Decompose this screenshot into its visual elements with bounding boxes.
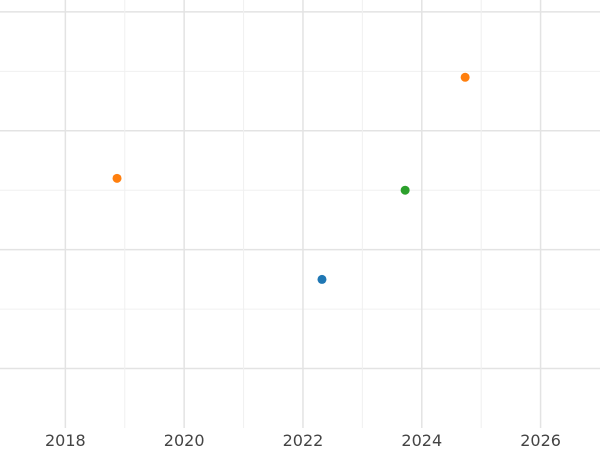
scatter-point [112, 173, 122, 183]
scatter-point [317, 274, 327, 284]
x-tick-label: 2026 [520, 431, 561, 450]
x-tick-label: 2022 [283, 431, 324, 450]
scatter-point [400, 185, 410, 195]
x-tick-label: 2020 [164, 431, 205, 450]
x-axis-tick-labels: 2018 2020 2022 2024 2026 [45, 431, 561, 450]
scatter-point [460, 72, 470, 82]
x-tick-label: 2024 [401, 431, 442, 450]
data-points [112, 72, 470, 284]
x-tick-label: 2018 [45, 431, 86, 450]
grid [0, 0, 600, 428]
